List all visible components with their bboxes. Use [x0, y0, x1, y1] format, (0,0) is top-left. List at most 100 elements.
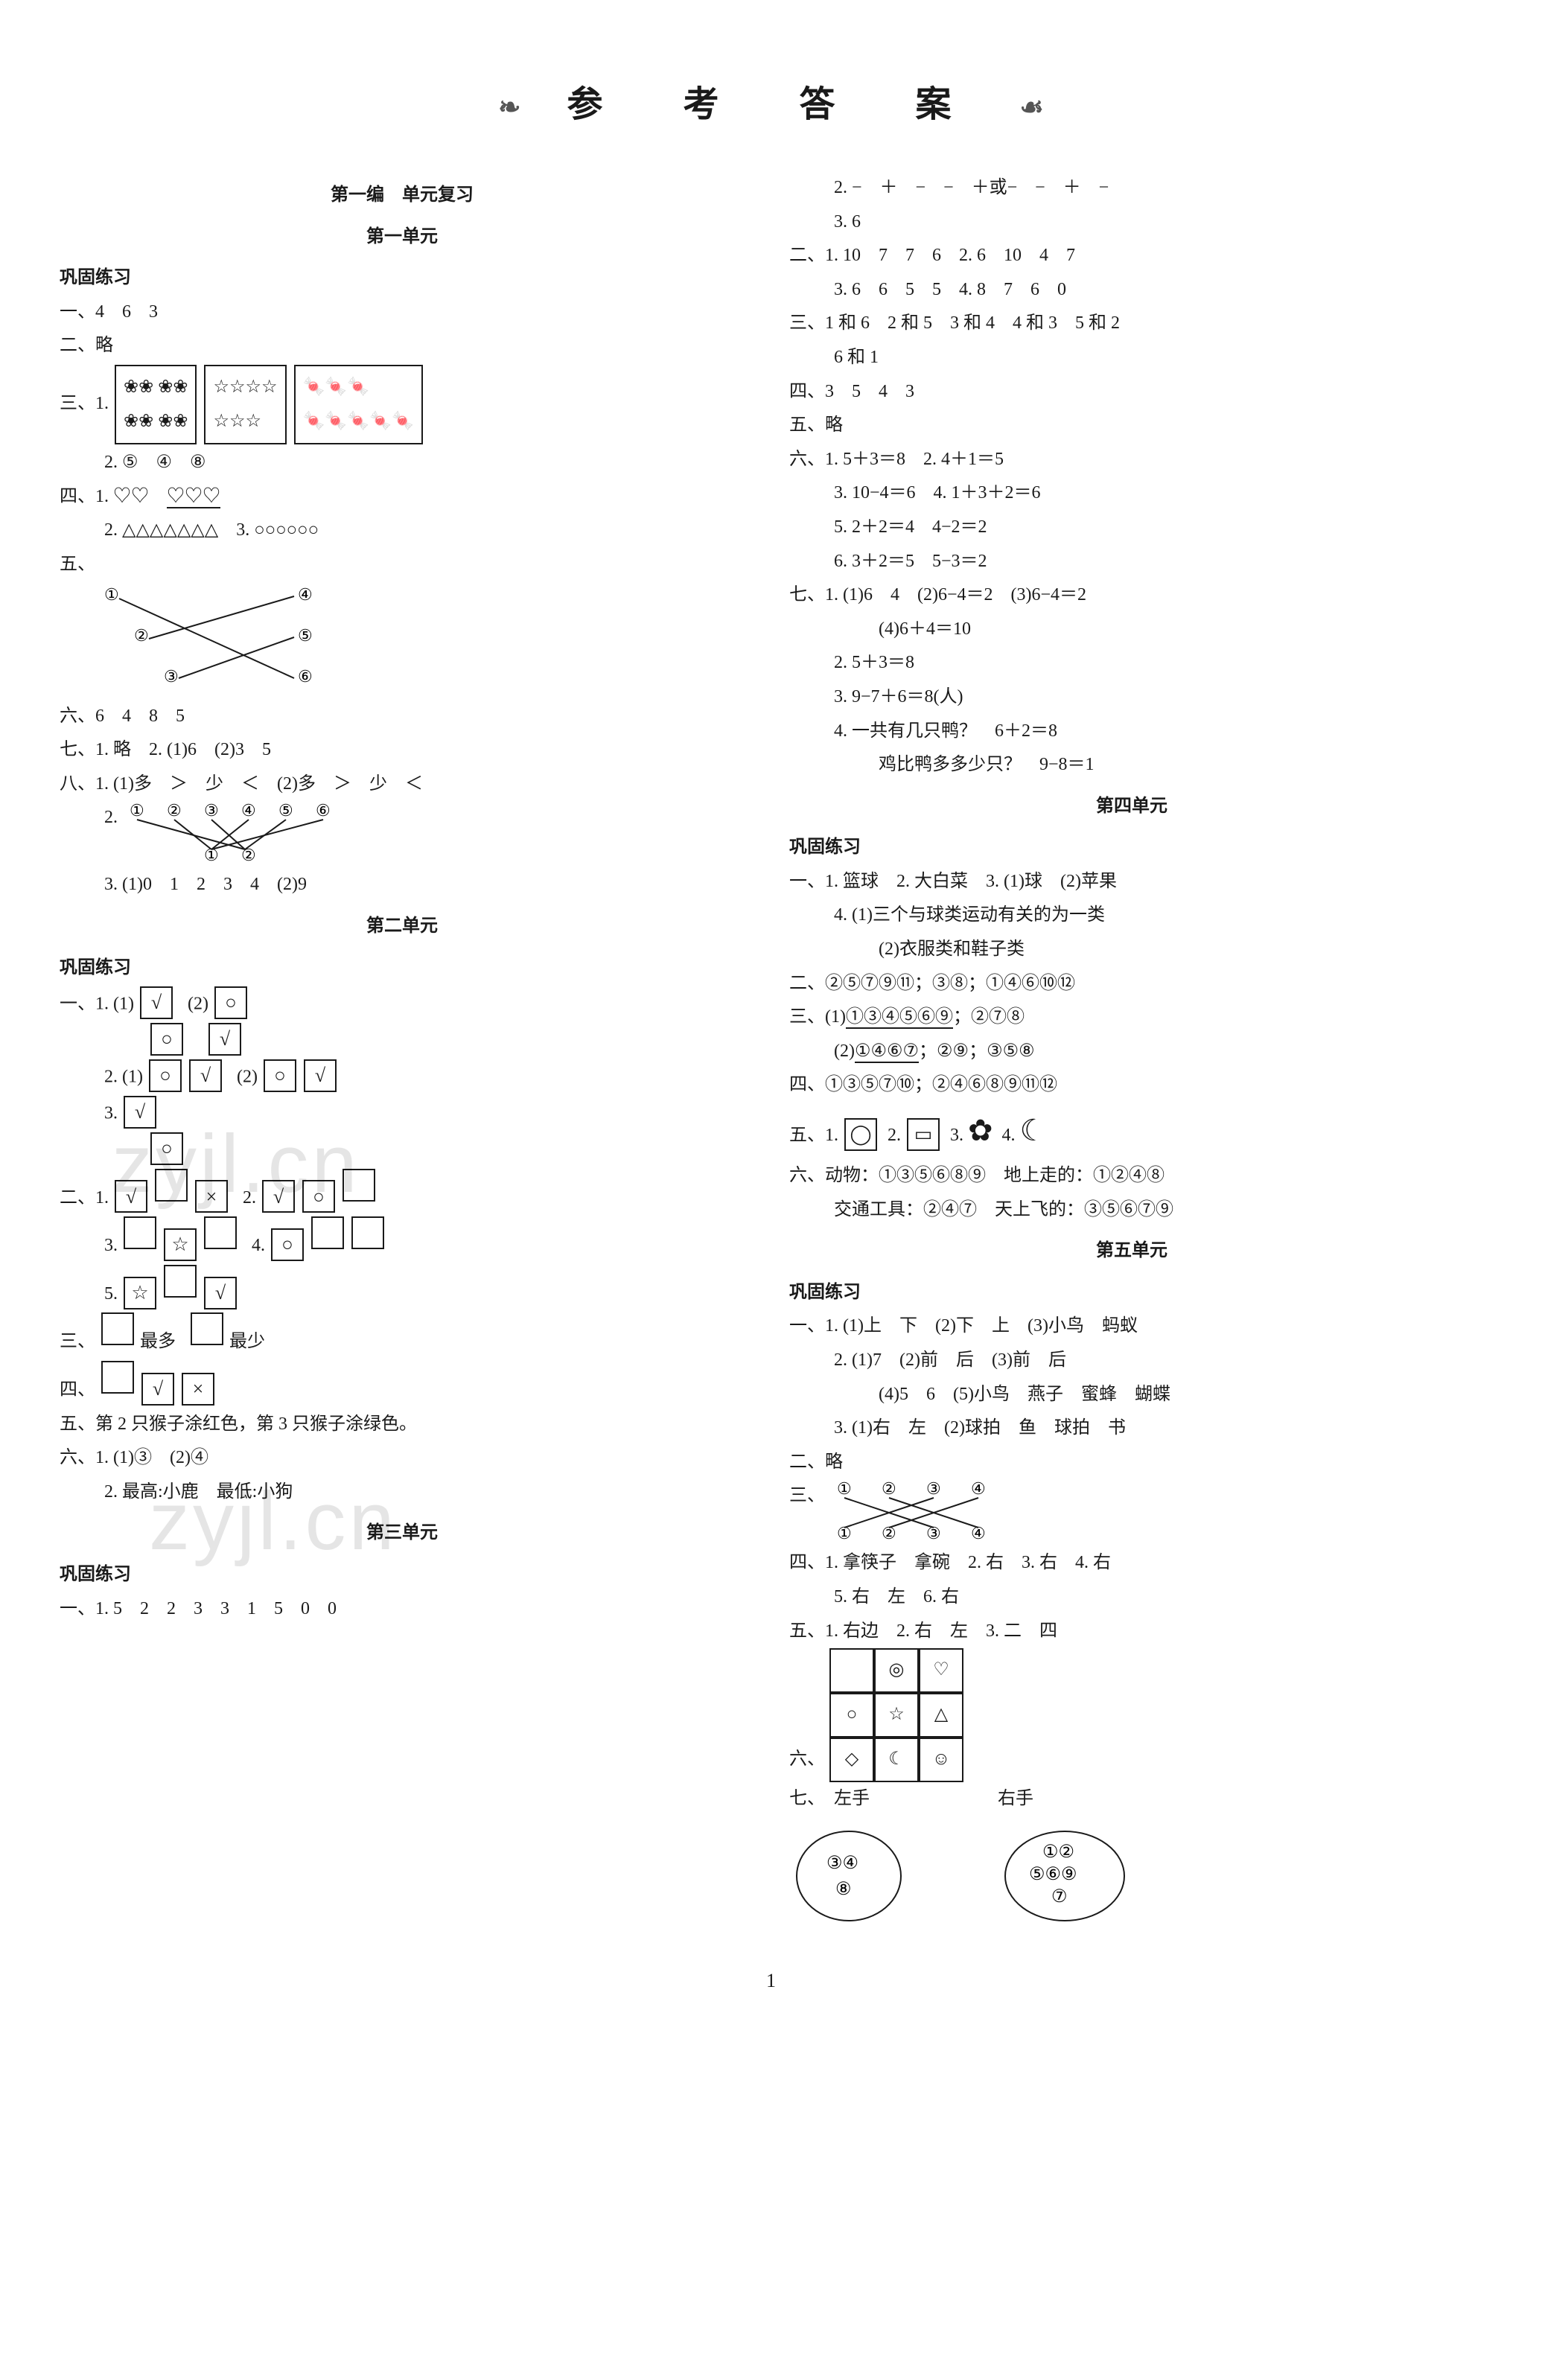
answer-line: 七、 左手 ③④ ⑧ 右手 ①② ⑤⑥⑨ ⑦ — [789, 1782, 1474, 1947]
label: 一、1. (1) — [60, 994, 134, 1013]
cross-box: × — [195, 1180, 228, 1213]
answer-line: 3. (1)0 1 2 3 4 (2)9 — [60, 868, 745, 902]
answer-line: (2)①④⑥⑦；②⑨；③⑤⑧ — [789, 1035, 1474, 1069]
svg-text:③: ③ — [926, 1524, 941, 1542]
star-box: ☆☆☆☆☆☆☆ — [204, 365, 286, 444]
answer-line: 6 和 1 — [789, 341, 1474, 375]
answer-line: 3. 6 — [789, 205, 1474, 240]
svg-text:⑤: ⑤ — [278, 801, 293, 820]
empty-box — [155, 1169, 188, 1202]
label: 四、 — [60, 1380, 95, 1400]
answer-line: 5. 2＋2＝4 4−2＝2 — [789, 511, 1474, 545]
cross-box: × — [182, 1373, 214, 1406]
page-columns: 第一编 单元复习 第一单元 巩固练习 一、4 6 3 二、略 三、1. ❀❀ ❀… — [60, 171, 1482, 1947]
answer-line: 四、①③⑤⑦⑩；②④⑥⑧⑨⑪⑫ — [789, 1068, 1474, 1103]
svg-text:④: ④ — [241, 801, 256, 820]
svg-text:⑤⑥⑨: ⑤⑥⑨ — [1029, 1865, 1077, 1884]
label: 四、1. ♡♡ — [60, 487, 167, 506]
moon-icon: ☾ — [1020, 1114, 1047, 1147]
svg-text:④: ④ — [298, 585, 313, 604]
page-title: ❧ 参 考 答 案 ☙ — [60, 74, 1482, 127]
label: 五、1. — [789, 1126, 838, 1145]
svg-text:⑤: ⑤ — [298, 626, 313, 645]
page-number: 1 — [60, 1970, 1482, 1992]
label: 六、 — [789, 1749, 825, 1769]
answer-line: 二、略 — [789, 1446, 1474, 1480]
answer-line: 3. 6 6 5 5 4. 8 7 6 0 — [789, 273, 1474, 307]
answer-line: 一、1. (1) √ (2) ○ — [60, 985, 745, 1021]
text: 最多 — [140, 1332, 176, 1351]
label: 三、(1) — [789, 1007, 846, 1027]
answer-line: 二、1. 10 7 7 6 2. 6 10 4 7 — [789, 239, 1474, 273]
matching-diagram-u5-3: ①② ③④ ①② ③④ — [829, 1479, 1023, 1546]
answer-line: 六、动物：①③⑤⑥⑧⑨ 地上走的：①②④⑧ — [789, 1159, 1474, 1193]
grid-cell: ♡ — [919, 1648, 963, 1693]
matching-diagram-8-2: ①② ③④ ⑤⑥ ①② — [122, 801, 345, 868]
svg-text:③④: ③④ — [826, 1854, 858, 1873]
answer-line: 3. 9−7＋6＝8(人) — [789, 680, 1474, 715]
grid-cell: ☺ — [919, 1738, 963, 1782]
answer-line: 三、1. ❀❀ ❀❀❀❀ ❀❀ ☆☆☆☆☆☆☆ 🍬🍬🍬🍬🍬🍬🍬🍬 — [60, 363, 745, 446]
label: 4. — [252, 1236, 265, 1255]
left-hand-circle: ③④ ⑧ — [789, 1816, 908, 1936]
svg-text:②: ② — [134, 626, 149, 645]
answer-line: 2. (1)7 (2)前 后 (3)前 后 — [789, 1344, 1474, 1378]
svg-text:⑦: ⑦ — [1051, 1887, 1068, 1907]
check-box: √ — [204, 1277, 237, 1309]
answer-line: 五、1. ◯ 2. ▭ 3. ✿ 4. ☾ — [789, 1103, 1474, 1159]
empty-box — [204, 1216, 237, 1249]
answer-line: 六、1. (1)③ (2)④ — [60, 1441, 745, 1475]
answer-line: 2. 最高:小鹿 最低:小狗 — [60, 1475, 745, 1510]
answer-line: 一、1. 篮球 2. 大白菜 3. (1)球 (2)苹果 — [789, 865, 1474, 899]
grid-cell: ☆ — [874, 1693, 919, 1738]
underlined: ①④⑥⑦ — [855, 1041, 919, 1063]
answer-line: (2)衣服类和鞋子类 — [789, 933, 1474, 967]
check-box: √ — [115, 1180, 147, 1213]
answer-line: 2. ①② ③④ ⑤⑥ ①② — [60, 801, 745, 868]
left-hand-group: 七、 左手 ③④ ⑧ — [789, 1782, 908, 1947]
underlined: ①③④⑤⑥⑨ — [846, 1007, 953, 1029]
star-box: ☆ — [164, 1228, 197, 1261]
empty-box — [191, 1312, 223, 1345]
candy-box: 🍬🍬🍬🍬🍬🍬🍬🍬 — [294, 365, 423, 444]
label: 3. — [950, 1126, 963, 1145]
gonggu-heading: 巩固练习 — [789, 831, 1474, 865]
label: 4. — [1002, 1126, 1016, 1145]
grid-cell — [829, 1648, 874, 1693]
star-box: ☆ — [124, 1277, 156, 1309]
answer-line: 5. ☆ √ — [60, 1263, 745, 1312]
label: 3. — [104, 1236, 118, 1255]
text: ；②⑦⑧ — [953, 1007, 1025, 1027]
unit1-heading: 第一单元 — [60, 220, 745, 255]
svg-text:③: ③ — [926, 1479, 941, 1498]
grid-cell: ○ — [829, 1693, 874, 1738]
answer-line: 6. 3＋2＝5 5−3＝2 — [789, 545, 1474, 579]
circle-box: ○ — [214, 986, 247, 1019]
answer-line: 五、略 — [789, 409, 1474, 443]
right-hand-circle: ①② ⑤⑥⑨ ⑦ — [998, 1816, 1132, 1936]
empty-box — [311, 1216, 344, 1249]
shape-grid: ◎ ♡ ○ ☆ △ ◇ ☾ ☺ — [829, 1648, 963, 1782]
answer-line: ○ — [60, 1131, 745, 1167]
answer-line: 2. − ＋ − − ＋或− − ＋ − — [789, 171, 1474, 205]
svg-text:⑥: ⑥ — [298, 667, 313, 686]
flower-icon: ✿ — [968, 1114, 993, 1147]
label: 三、1. — [60, 394, 109, 413]
label: 三、 — [60, 1332, 95, 1351]
answer-line: 三、 ①② ③④ ①② ③④ — [789, 1479, 1474, 1546]
answer-line: 一、4 6 3 — [60, 296, 745, 330]
svg-text:①: ① — [837, 1479, 852, 1498]
svg-text:④: ④ — [971, 1524, 986, 1542]
answer-line: 2. ⑤ ④ ⑧ — [60, 446, 745, 480]
orange-icon: ◯ — [844, 1118, 877, 1151]
grid-cell: ◎ — [874, 1648, 919, 1693]
svg-text:①②: ①② — [1042, 1843, 1074, 1862]
check-box: √ — [208, 1023, 241, 1056]
answer-line: 2. 5＋3＝8 — [789, 646, 1474, 680]
right-hand-group: 右手 ①② ⑤⑥⑨ ⑦ — [998, 1782, 1132, 1947]
answer-line: ○ √ — [60, 1021, 745, 1058]
answer-line: 一、1. 5 2 2 3 3 1 5 0 0 — [60, 1592, 745, 1627]
empty-box — [351, 1216, 384, 1249]
right-column: 2. − ＋ − − ＋或− − ＋ − 3. 6 二、1. 10 7 7 6 … — [789, 171, 1474, 1947]
answer-line: 二、②⑤⑦⑨⑪；③⑧；①④⑥⑩⑫ — [789, 967, 1474, 1001]
